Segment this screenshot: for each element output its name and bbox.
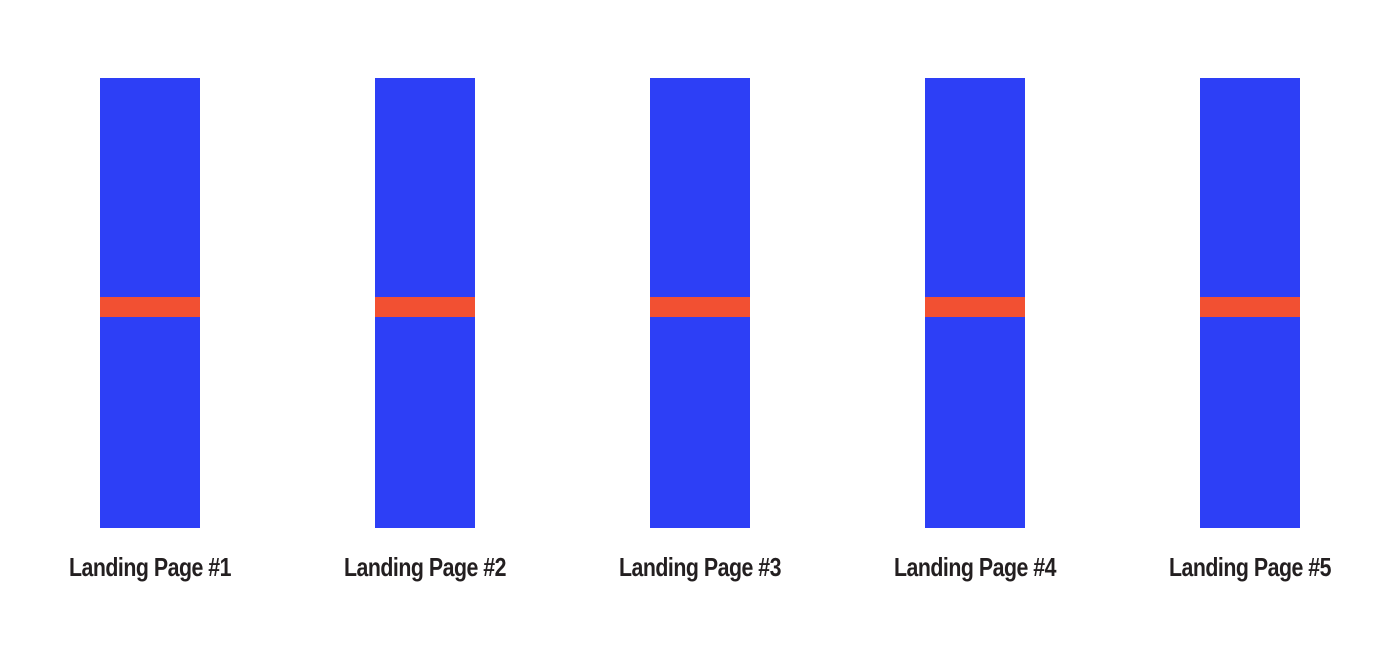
bar-marker — [1200, 297, 1300, 317]
page-bar — [100, 78, 200, 528]
page-bar — [650, 78, 750, 528]
page-label: Landing Page #1 — [68, 552, 232, 582]
bar-top-segment — [925, 78, 1025, 297]
bar-marker — [925, 297, 1025, 317]
page-label: Landing Page #5 — [1168, 552, 1332, 582]
bar-top-segment — [1200, 78, 1300, 297]
landing-page-3: Landing Page #3 — [580, 0, 820, 649]
landing-page-2: Landing Page #2 — [305, 0, 545, 649]
bar-top-segment — [650, 78, 750, 297]
page-label: Landing Page #3 — [618, 552, 782, 582]
bar-bottom-segment — [650, 317, 750, 528]
page-bar — [375, 78, 475, 528]
page-label: Landing Page #2 — [343, 552, 507, 582]
bar-bottom-segment — [375, 317, 475, 528]
landing-page-1: Landing Page #1 — [30, 0, 270, 649]
page-bar — [1200, 78, 1300, 528]
landing-page-4: Landing Page #4 — [855, 0, 1095, 649]
bar-top-segment — [375, 78, 475, 297]
page-label: Landing Page #4 — [893, 552, 1057, 582]
bar-marker — [100, 297, 200, 317]
bar-marker — [375, 297, 475, 317]
bar-top-segment — [100, 78, 200, 297]
bar-bottom-segment — [100, 317, 200, 528]
bar-bottom-segment — [1200, 317, 1300, 528]
landing-page-5: Landing Page #5 — [1130, 0, 1370, 649]
bar-bottom-segment — [925, 317, 1025, 528]
page-bar — [925, 78, 1025, 528]
bar-marker — [650, 297, 750, 317]
